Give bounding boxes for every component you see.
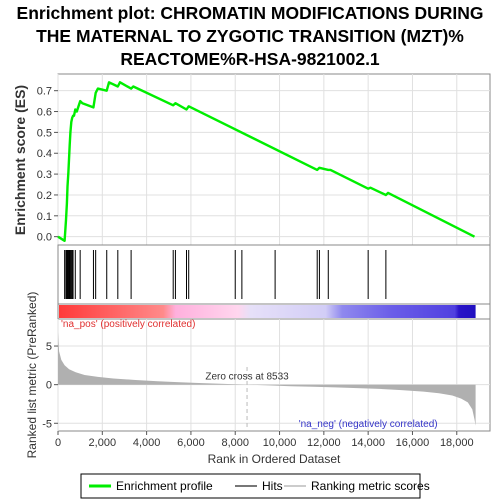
x-tick-label: 2,000 <box>89 437 117 449</box>
hits-panel <box>57 244 491 305</box>
legend-items: Enrichment profile Hits Ranking metric sco… <box>89 479 430 493</box>
es-grid <box>57 74 490 245</box>
es-y-ticks: 0.0 0.1 0.2 0.3 0.4 0.5 0.6 0.7 <box>37 86 58 244</box>
es-line <box>57 81 476 242</box>
x-tick-label: 12,000 <box>307 437 341 449</box>
legend-label: Enrichment profile <box>116 479 213 493</box>
rank-color-bar <box>59 305 476 318</box>
es-y-tick-label: 0.1 <box>37 211 52 223</box>
x-tick-label: 10,000 <box>263 437 297 449</box>
hits-marks <box>64 250 387 299</box>
hits-frame <box>57 244 491 305</box>
es-line-group <box>57 81 476 242</box>
chart-title: Enrichment plot: CHROMATIN MODIFICATIONS… <box>17 3 484 69</box>
title-line-1: Enrichment plot: CHROMATIN MODIFICATIONS… <box>17 3 484 23</box>
zero-cross-label: Zero cross at 8533 <box>205 372 289 383</box>
title-line-2: THE MATERNAL TO ZYGOTIC TRANSITION (MZT)… <box>36 26 464 46</box>
metric-panel: Zero cross at 8533 'na_pos' (positively … <box>25 292 491 466</box>
es-y-tick-label: 0.6 <box>37 107 52 119</box>
metric-y-tick-label: 5 <box>46 341 52 353</box>
metric-x-ticks: 0 2,000 4,000 6,000 8,000 10,000 12,000 14,000 1… <box>55 431 474 449</box>
positive-correlation-label: 'na_pos' (positively correlated) <box>61 319 195 330</box>
es-y-axis-title: Enrichment score (ES) <box>12 85 28 235</box>
x-tick-label: 8,000 <box>221 437 249 449</box>
es-panel: 0.0 0.1 0.2 0.3 0.4 0.5 0.6 0.7 Enrichment scor… <box>12 73 491 246</box>
x-tick-label: 0 <box>55 437 61 449</box>
metric-y-ticks: -5 0 5 <box>42 341 58 430</box>
legend: Enrichment profile Hits Ranking metric sco… <box>80 473 430 499</box>
metric-plot-frame <box>57 318 491 432</box>
x-tick-label: 6,000 <box>177 437 205 449</box>
es-y-tick-label: 0.4 <box>37 148 52 160</box>
es-y-tick-label: 0.2 <box>37 190 52 202</box>
es-y-tick-label: 0.7 <box>37 86 52 98</box>
es-plot-frame <box>57 73 491 246</box>
metric-y-axis-title: Ranked list metric (PreRanked) <box>25 292 39 459</box>
es-y-tick-label: 0.3 <box>37 169 52 181</box>
es-y-tick-label: 0.0 <box>37 232 52 244</box>
title-line-3: REACTOME%R-HSA-9821002.1 <box>120 49 380 69</box>
negative-correlation-label: 'na_neg' (negatively correlated) <box>299 419 438 430</box>
x-tick-label: 16,000 <box>396 437 430 449</box>
x-tick-label: 4,000 <box>133 437 161 449</box>
legend-label: Hits <box>262 479 283 493</box>
x-axis-title: Rank in Ordered Dataset <box>208 452 341 466</box>
legend-label: Ranking metric scores <box>311 479 430 493</box>
es-y-tick-label: 0.5 <box>37 127 52 139</box>
metric-y-tick-label: 0 <box>46 380 52 392</box>
x-tick-label: 14,000 <box>351 437 385 449</box>
rank-bar-panel <box>57 303 491 320</box>
metric-y-tick-label: -5 <box>42 418 52 430</box>
x-tick-label: 18,000 <box>440 437 474 449</box>
